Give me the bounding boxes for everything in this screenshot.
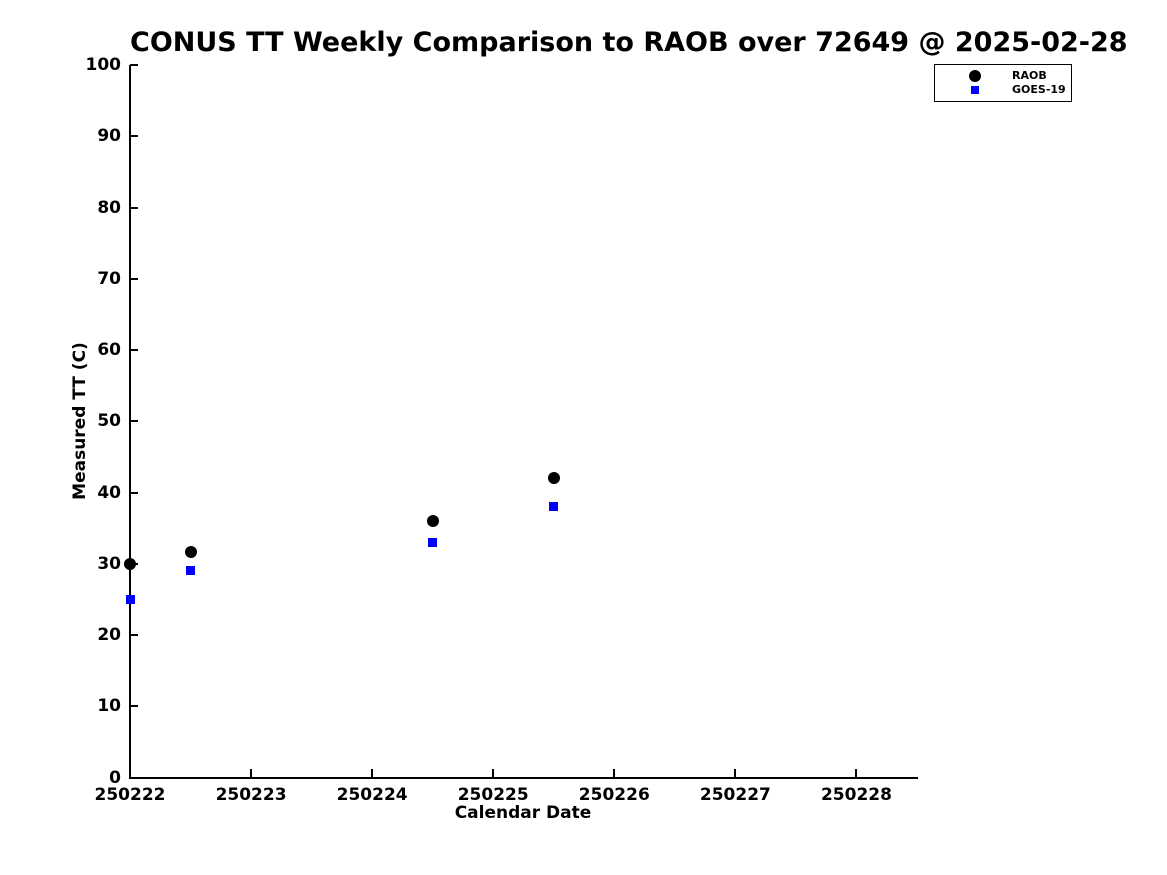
y-tick-label: 90	[97, 126, 121, 147]
x-tick-label: 250226	[578, 784, 650, 805]
y-axis-label: Measured TT (C)	[70, 342, 90, 500]
y-tick	[130, 206, 138, 209]
data-point-raob	[184, 546, 197, 559]
y-tick	[130, 64, 138, 66]
data-point-raob	[426, 515, 439, 527]
y-tick-label: 50	[97, 411, 121, 432]
y-tick	[130, 135, 138, 138]
legend: RAOB GOES-19	[934, 64, 1072, 102]
data-point-goes-19	[428, 537, 438, 547]
x-tick	[855, 769, 858, 777]
x-tick-label: 250223	[215, 784, 287, 805]
y-tick-label: 20	[97, 625, 121, 645]
data-point-goes-19	[125, 594, 135, 604]
x-tick	[250, 769, 253, 777]
y-tick	[130, 776, 138, 779]
x-tick-label: 250224	[336, 784, 408, 805]
x-tick	[734, 769, 737, 777]
x-tick-label: 250225	[457, 784, 529, 805]
y-tick	[130, 634, 138, 636]
y-tick	[130, 277, 138, 280]
goes-19-square-marker-icon	[970, 86, 979, 94]
y-tick-label: 30	[97, 553, 121, 574]
chart-title: CONUS TT Weekly Comparison to RAOB over …	[130, 27, 1128, 58]
y-tick-label: 0	[109, 767, 121, 788]
x-tick	[492, 769, 495, 777]
y-tick-label: 80	[97, 197, 121, 218]
x-tick	[129, 769, 131, 777]
x-tick-label: 250227	[699, 784, 771, 805]
x-tick	[371, 769, 374, 777]
y-tick	[130, 705, 138, 708]
y-tick-label: 10	[97, 696, 121, 717]
data-point-raob	[124, 557, 136, 570]
legend-label-raob: RAOB	[1012, 69, 1047, 82]
y-tick	[130, 491, 138, 494]
y-tick-label: 60	[97, 340, 121, 360]
x-tick	[613, 769, 616, 777]
raob-circle-marker-icon	[968, 70, 981, 82]
y-tick-label: 40	[97, 482, 121, 503]
y-tick-label: 100	[85, 55, 122, 75]
legend-label-goes-19: GOES-19	[1012, 83, 1066, 96]
y-tick	[130, 420, 138, 423]
data-point-raob	[547, 471, 560, 484]
data-point-goes-19	[549, 502, 559, 512]
x-axis-line	[129, 776, 918, 779]
data-point-goes-19	[186, 566, 196, 576]
x-tick-label: 250228	[820, 784, 892, 805]
x-axis-label: Calendar Date	[454, 803, 592, 823]
y-tick	[130, 349, 138, 351]
x-tick-label: 250222	[94, 784, 166, 805]
y-tick-label: 70	[97, 268, 121, 289]
legend-item-raob: RAOB	[963, 69, 1071, 83]
legend-item-goes-19: GOES-19	[963, 83, 1071, 97]
